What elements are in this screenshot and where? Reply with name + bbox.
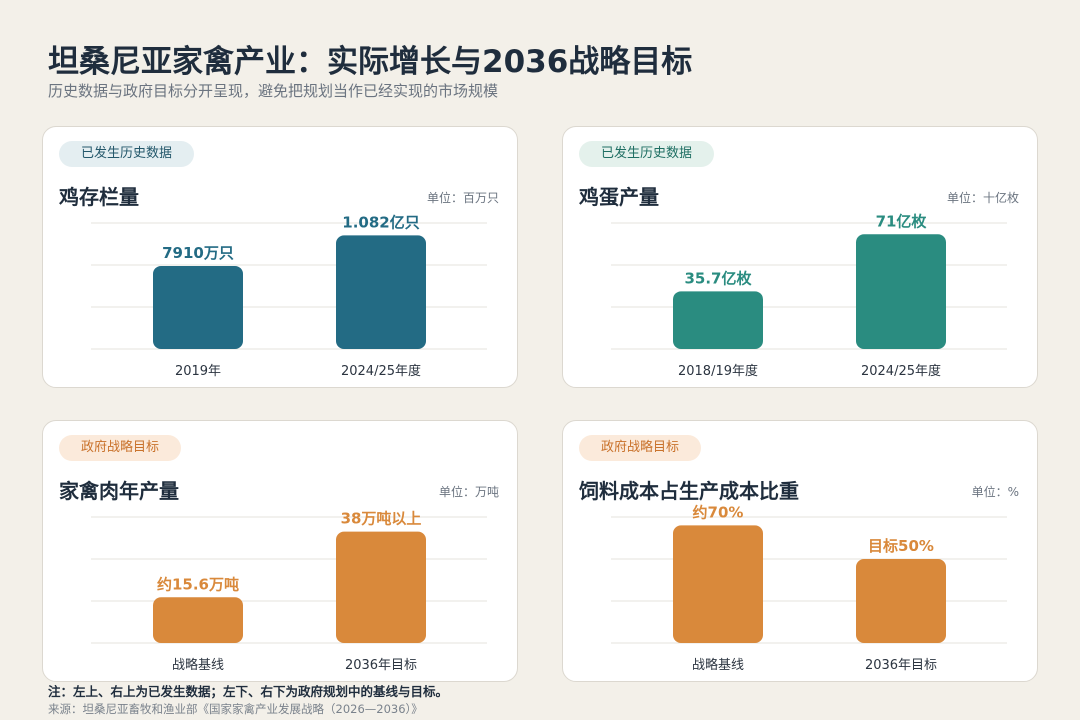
chart-title: 家禽肉年产量 bbox=[59, 479, 179, 503]
category-label: 战略基线 bbox=[692, 657, 744, 673]
source-line: 来源：坦桑尼亚畜牧和渔业部《国家家禽产业发展战略（2026—2036）》 bbox=[48, 702, 423, 716]
bar bbox=[153, 597, 243, 643]
bar bbox=[153, 265, 243, 349]
category-label: 2036年目标 bbox=[865, 658, 937, 673]
category-label: 战略基线 bbox=[172, 657, 224, 673]
category-label: 2036年目标 bbox=[345, 658, 417, 673]
category-label: 2018/19年度 bbox=[678, 363, 758, 379]
historical-data-badge: 已发生历史数据 bbox=[579, 141, 715, 167]
footnote: 注：左上、右上为已发生数据；左下、右下为政府规划中的基线与目标。 bbox=[48, 684, 449, 699]
government-target-badge: 政府战略目标 bbox=[59, 435, 182, 461]
data-label: 约70% bbox=[693, 503, 744, 521]
chart-chicken-stock: 7910万只 2019年 1.082亿只 2024/25年度 bbox=[91, 213, 487, 379]
chart-title: 饲料成本占生产成本比重 bbox=[579, 479, 799, 503]
historical-data-badge: 已发生历史数据 bbox=[59, 141, 195, 167]
data-label: 目标50% bbox=[868, 537, 934, 555]
chart-card-poultry-meat: 约15.6万吨 战略基线 38万吨以上 2036年目标 政府战略目标 家禽肉年产量 单… bbox=[42, 420, 518, 682]
chart-card-feed-cost-share: 约70% 战略基线 目标50% 2036年目标 政府战略目标 饲料成本占生产成本比重 … bbox=[562, 420, 1038, 682]
chart-feed-cost-share: 约70% 战略基线 目标50% 2036年目标 bbox=[611, 503, 1007, 673]
page-title: 坦桑尼亚家禽产业：实际增长与2036战略目标 bbox=[48, 44, 693, 80]
chart-card-chicken-stock: 7910万只 2019年 1.082亿只 2024/25年度 已发生历史数据 鸡存栏量… bbox=[42, 126, 518, 388]
chart-egg-production: 35.7亿枚 2018/19年度 71亿枚 2024/25年度 bbox=[611, 212, 1007, 379]
chart-title: 鸡存栏量 bbox=[59, 185, 139, 209]
category-label: 2019年 bbox=[175, 364, 221, 379]
bar bbox=[856, 234, 946, 349]
bar bbox=[673, 525, 763, 643]
data-label: 约15.6万吨 bbox=[157, 575, 239, 593]
category-label: 2024/25年度 bbox=[341, 363, 421, 379]
bar bbox=[673, 291, 763, 349]
unit-label: 单位：% bbox=[971, 485, 1019, 499]
data-label: 35.7亿枚 bbox=[684, 269, 752, 287]
page-subtitle: 历史数据与政府目标分开呈现，避免把规划当作已经实现的市场规模 bbox=[48, 82, 499, 100]
data-label: 38万吨以上 bbox=[341, 510, 422, 528]
bar bbox=[336, 235, 426, 349]
data-label: 7910万只 bbox=[162, 244, 234, 262]
data-label: 1.082亿只 bbox=[342, 213, 419, 231]
unit-label: 单位：万吨 bbox=[438, 485, 499, 499]
chart-title: 鸡蛋产量 bbox=[579, 185, 659, 209]
unit-label: 单位：百万只 bbox=[426, 191, 499, 205]
bar bbox=[856, 559, 946, 643]
chart-card-egg-production: 35.7亿枚 2018/19年度 71亿枚 2024/25年度 已发生历史数据 鸡蛋产… bbox=[562, 126, 1038, 388]
category-label: 2024/25年度 bbox=[861, 363, 941, 379]
bar bbox=[336, 531, 426, 643]
data-label: 71亿枚 bbox=[876, 212, 928, 230]
government-target-badge: 政府战略目标 bbox=[579, 435, 702, 461]
unit-label: 单位：十亿枚 bbox=[946, 191, 1019, 205]
